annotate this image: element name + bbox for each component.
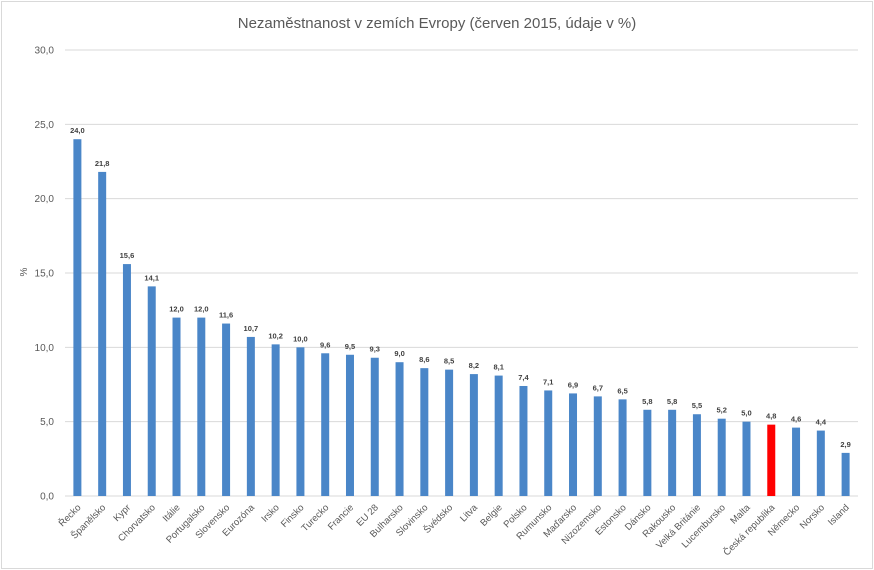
bar [197, 317, 206, 496]
bar [593, 396, 602, 496]
data-label: 14,1 [144, 273, 159, 282]
x-tick-label: Norsko [798, 502, 827, 531]
data-label: 4,6 [791, 415, 801, 424]
data-label: 5,8 [642, 397, 652, 406]
bar [717, 418, 726, 496]
data-label: 9,3 [370, 345, 380, 354]
bar [494, 375, 503, 496]
data-label: 8,1 [493, 363, 503, 372]
y-tick-label: 15,0 [35, 269, 55, 280]
y-axis-ticks: 0,0 5,0 10,0 15,0 20,0 25,0 30,0 [35, 46, 55, 503]
bar [370, 357, 379, 496]
data-label: 10,7 [244, 324, 259, 333]
data-label: 8,5 [444, 357, 454, 366]
y-axis-label: % [19, 267, 30, 276]
bars [73, 139, 850, 496]
bar [345, 354, 354, 496]
data-label: 8,6 [419, 355, 429, 364]
bar [816, 430, 825, 496]
data-label: 6,5 [617, 386, 627, 395]
data-label: 15,6 [120, 251, 135, 260]
x-tick-label: Kypr [111, 502, 133, 524]
data-label: 9,0 [394, 349, 404, 358]
y-tick-label: 10,0 [35, 343, 55, 354]
data-label: 4,4 [816, 418, 827, 427]
bar [742, 421, 751, 496]
data-label: 5,8 [667, 397, 677, 406]
bar [172, 317, 181, 496]
data-labels: 24,0 21,8 15,6 14,1 12,0 12,0 11,6 10,7 10,2 10,0… [70, 126, 851, 449]
x-tick-label: Belgie [478, 502, 504, 528]
bar [420, 368, 429, 496]
y-tick-label: 0,0 [40, 492, 54, 503]
bar [618, 399, 627, 496]
x-tick-label: Island [826, 502, 852, 528]
bar [519, 385, 528, 496]
data-label: 24,0 [70, 126, 85, 135]
bar [271, 344, 280, 496]
data-label: 6,9 [568, 380, 578, 389]
data-label: 10,2 [268, 331, 283, 340]
data-label: 6,7 [593, 383, 603, 392]
y-tick-label: 30,0 [35, 46, 55, 57]
chart-title: Nezaměstnanost v zemích Evropy (červen 2… [238, 15, 637, 32]
bar [445, 369, 454, 496]
bar [792, 427, 801, 496]
bar [544, 390, 553, 496]
data-label: 7,1 [543, 377, 553, 386]
data-label: 10,0 [293, 334, 308, 343]
data-label: 8,2 [469, 361, 479, 370]
bar [569, 393, 578, 496]
y-tick-label: 5,0 [40, 417, 54, 428]
bar [296, 347, 305, 496]
data-label: 5,5 [692, 401, 702, 410]
gridlines [65, 49, 858, 497]
bar [73, 139, 82, 496]
x-tick-label: Francie [326, 502, 356, 532]
bar [321, 353, 330, 496]
x-tick-label: Turecko [300, 502, 332, 534]
data-label: 7,4 [518, 373, 529, 382]
data-label: 4,8 [766, 412, 776, 421]
data-label: 12,0 [169, 305, 184, 314]
data-label: 2,9 [840, 440, 850, 449]
bar [147, 286, 156, 496]
bar [469, 374, 478, 496]
bar [122, 264, 131, 496]
bar [668, 409, 677, 496]
bar [395, 362, 404, 496]
y-tick-label: 25,0 [35, 120, 55, 131]
bar [767, 424, 776, 496]
data-label: 12,0 [194, 305, 209, 314]
data-label: 21,8 [95, 159, 110, 168]
data-label: 5,0 [741, 409, 751, 418]
bar [222, 323, 231, 496]
bar [643, 409, 652, 496]
bar [246, 336, 255, 496]
y-tick-label: 20,0 [35, 194, 55, 205]
bar [841, 452, 850, 496]
data-label: 5,2 [716, 406, 726, 415]
data-label: 9,5 [345, 342, 355, 351]
data-label: 9,6 [320, 340, 330, 349]
x-tick-label: Itálie [161, 502, 183, 524]
bar [692, 414, 701, 496]
data-label: 11,6 [219, 311, 233, 320]
bar [98, 171, 107, 496]
